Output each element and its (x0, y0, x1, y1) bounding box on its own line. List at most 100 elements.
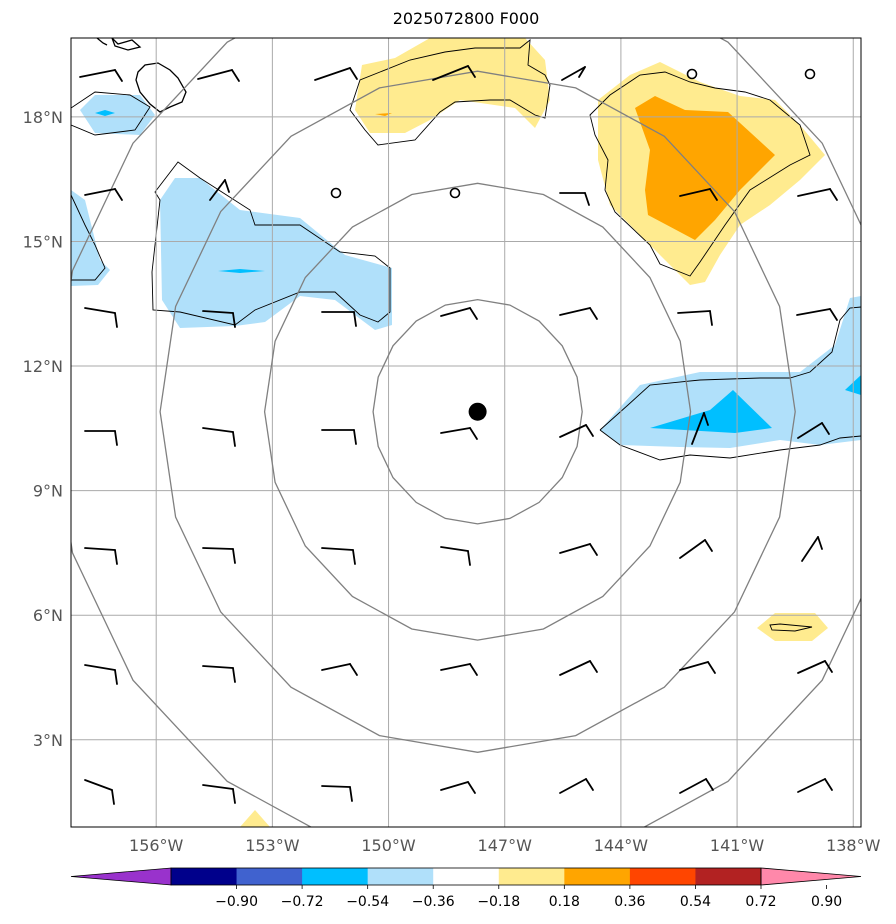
wind-barb (679, 539, 713, 559)
colorbar-label: −0.36 (412, 894, 455, 910)
lon-tick-label: 138°W (826, 836, 881, 855)
colorbar-outline (170, 867, 762, 886)
colorbar-swatch (367, 868, 434, 885)
lat-tick-label: 15°N (23, 232, 63, 251)
colorbar-swatch (171, 868, 238, 885)
range-rings (71, 38, 861, 827)
colorbar-label: 0.36 (614, 894, 645, 910)
wind-barb (559, 307, 598, 320)
colorbar-label: 0.72 (745, 894, 776, 910)
colorbar-extend-high (760, 867, 862, 886)
contour-line (589, 71, 811, 277)
wind-barb (321, 547, 356, 565)
wind-barb (197, 69, 240, 82)
colorbar-swatch (498, 868, 565, 885)
wind-barb (797, 778, 833, 793)
negative-anomaly-core (95, 110, 115, 116)
wind-barb (84, 307, 118, 328)
lat-tick-label: 6°N (33, 606, 63, 625)
wind-barb (561, 66, 586, 81)
contour-line (71, 91, 151, 136)
range-ring (71, 38, 861, 827)
negative-anomaly-area (600, 296, 861, 448)
contour-line (769, 623, 813, 632)
colorbar-label: 0.90 (811, 894, 842, 910)
island-coastline (111, 38, 142, 51)
contour-line (349, 38, 551, 146)
contour-line (71, 194, 106, 281)
wind-barb (84, 547, 118, 565)
negative-anomaly-core (650, 390, 772, 433)
calm-wind-circle (804, 68, 816, 80)
lat-tick-label: 18°N (23, 108, 63, 127)
plot-frame (70, 37, 862, 828)
positive-anomaly-core (635, 96, 775, 240)
positive-anomaly-core (375, 113, 392, 116)
island-coastline (135, 62, 187, 113)
wind-barb (559, 192, 590, 206)
lon-tick-label: 144°W (594, 836, 649, 855)
colorbar-label: −0.90 (215, 894, 258, 910)
wind-barb (440, 427, 478, 440)
colorbar-swatch (302, 868, 369, 885)
wind-barb (679, 661, 716, 674)
wind-barb (679, 778, 714, 794)
colorbar-swatch (695, 868, 762, 885)
wind-barb (202, 665, 236, 683)
wind-barb (679, 188, 718, 201)
wind-barb (321, 785, 353, 802)
wind-barb (801, 536, 823, 562)
wind-barb (321, 311, 357, 327)
axis-ticks: 3°N 6°N 9°N 12°N 15°N 18°N 156°W 153°W 150°W 147°… (23, 108, 881, 855)
contour-line (151, 161, 391, 326)
lon-tick-label: 156°W (129, 836, 184, 855)
wind-barbs (79, 65, 838, 805)
colorbar-label: −0.18 (477, 894, 520, 910)
wind-barb (202, 784, 236, 804)
wind-barb (797, 188, 838, 201)
range-ring (372, 298, 583, 525)
lat-tick-label: 3°N (33, 731, 63, 750)
island-coastline (96, 38, 108, 46)
wind-barb (559, 660, 598, 676)
colorbar-label: 0.54 (680, 894, 711, 910)
positive-anomaly-area (240, 810, 270, 827)
wind-barb (84, 188, 123, 201)
wind-barb (440, 781, 476, 794)
contour-layer (71, 38, 861, 632)
storm-center-marker (468, 402, 487, 421)
wind-barb (314, 67, 358, 81)
calm-wind-circle (686, 68, 698, 80)
wind-barb (432, 65, 476, 81)
range-ring (263, 182, 692, 641)
wind-barb (559, 778, 594, 794)
wind-barb (440, 307, 478, 320)
wind-barb (84, 779, 115, 805)
lon-tick-label: 153°W (245, 836, 300, 855)
wind-barb (440, 663, 478, 676)
colorbar: −0.90 −0.72 −0.54 −0.36 −0.18 0.18 0.36 0.54 0.7… (70, 867, 862, 910)
wind-barb (209, 179, 230, 201)
negative-anomaly-core (218, 269, 265, 273)
wind-barb (677, 310, 713, 326)
negative-anomaly-area (71, 190, 110, 286)
colorbar-label: −0.54 (346, 894, 389, 910)
wind-barb (202, 547, 236, 564)
colorbar-label: 0.18 (549, 894, 580, 910)
coastline-layer (96, 38, 187, 113)
graticule (71, 38, 861, 827)
wind-barb (559, 543, 598, 556)
colorbar-label: −0.72 (281, 894, 324, 910)
positive-anomaly-area (757, 613, 828, 641)
wind-barb (796, 308, 838, 321)
anomaly-fill-layer (71, 38, 861, 827)
wind-barb (79, 69, 123, 82)
positive-anomaly-area (355, 38, 550, 133)
negative-anomaly-area (80, 95, 155, 135)
wind-barb (84, 430, 118, 446)
wind-barb (202, 427, 236, 447)
wind-barb (321, 663, 358, 676)
colorbar-swatch (236, 868, 303, 885)
wind-barb (321, 429, 357, 445)
colorbar-swatch (629, 868, 696, 885)
